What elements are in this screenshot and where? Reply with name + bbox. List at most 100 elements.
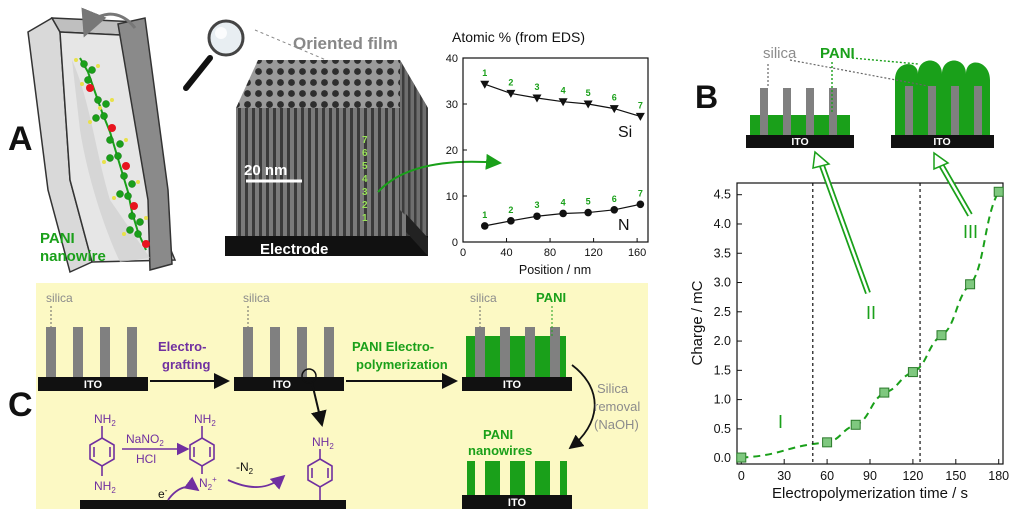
electrode-surface	[80, 500, 346, 509]
charge-y-tick-label: 1.5	[714, 363, 731, 377]
pore-tube-illustration	[27, 7, 177, 274]
charge-point	[936, 330, 947, 341]
electrode-stage-2	[234, 327, 344, 391]
eds-xlabel: Position / nm	[519, 263, 591, 277]
electron-label: e-	[158, 486, 168, 501]
charge-point	[822, 437, 833, 448]
electrode-stage-3	[462, 327, 572, 391]
region-label-ii: II	[866, 303, 876, 323]
svg-text:2: 2	[362, 200, 368, 211]
eds-y-tick-label: 20	[446, 145, 458, 157]
eds-point-number: 6	[612, 194, 617, 204]
eds-y-tick-label: 10	[446, 191, 458, 203]
eds-point-n	[507, 217, 515, 225]
eds-point-number: 2	[508, 77, 513, 87]
curved-arrow	[81, 7, 137, 38]
panel-letter-a: A	[8, 120, 33, 158]
electrode-schematic-full	[891, 60, 994, 148]
charge-x-tick-label: 90	[863, 469, 877, 483]
eds-point-n	[480, 222, 489, 230]
panel-letter-b: B	[695, 79, 718, 115]
eds-point-n	[559, 209, 567, 218]
panel-c: C ITO silica Electro- grafting ITO silic…	[8, 283, 648, 509]
charge-x-tick-label: 180	[988, 469, 1009, 483]
eds-point-n	[533, 212, 541, 221]
electrode-schematic-partial	[746, 88, 854, 148]
eds-point-n	[610, 206, 619, 214]
svg-text:7: 7	[362, 135, 368, 146]
ito-2-label: ITO	[273, 379, 292, 391]
n2-loss-label: -N2	[236, 460, 254, 476]
charge-point	[965, 279, 976, 290]
svg-text:3: 3	[362, 187, 368, 198]
charge-y-tick-label: 4.5	[714, 188, 731, 202]
grafted-phenyl-molecule	[307, 449, 333, 500]
silica-label-2: silica	[243, 291, 270, 305]
charge-x-tick-label: 120	[902, 469, 923, 483]
eds-x-tick-label: 40	[500, 247, 512, 259]
charge-x-tick-label: 150	[945, 469, 966, 483]
region-arrow-ii	[812, 150, 871, 295]
eds-point-number: 1	[482, 210, 487, 220]
eds-y-tick-label: 30	[446, 99, 458, 111]
ito-left-label: ITO	[791, 136, 808, 148]
nanowire-label: nanowire	[40, 248, 106, 265]
svg-text:5: 5	[362, 161, 368, 172]
diazonium-molecule	[189, 426, 215, 474]
oriented-film-block	[225, 60, 428, 256]
eds-link-arrow	[377, 153, 502, 193]
eds-y-tick-label: 0	[452, 237, 458, 249]
layer-numbers: 7 6 5 4 3 2 1	[362, 135, 368, 224]
pani-molecule	[74, 57, 150, 251]
eds-point-number: 5	[586, 197, 591, 207]
grafted-amine: NH2	[312, 435, 334, 451]
eds-point-si	[532, 94, 542, 103]
pani-label: PANI	[40, 230, 75, 247]
charge-point	[907, 367, 918, 378]
charge-point	[850, 419, 861, 430]
step-electropolymerization-1: PANI Electro-	[352, 339, 434, 354]
charge-x-tick-label: 0	[738, 469, 745, 483]
charge-y-tick-label: 4.0	[714, 217, 731, 231]
diazonium-group: N2+	[199, 475, 217, 492]
pani-label-b: PANI	[820, 45, 855, 62]
panel-a: A	[8, 7, 502, 274]
svg-text:4: 4	[362, 174, 368, 185]
eds-point-number: 3	[534, 200, 539, 210]
charge-y-tick-label: 1.0	[714, 393, 731, 407]
eds-point-number: 2	[508, 205, 513, 215]
panel-letter-c: C	[8, 386, 33, 424]
ito-1-label: ITO	[84, 379, 103, 391]
eds-point-si	[583, 100, 593, 109]
charge-x-tick-label: 30	[777, 469, 791, 483]
charge-y-tick-label: 0.5	[714, 422, 731, 436]
eds-point-number: 7	[638, 188, 643, 198]
eds-point-number: 1	[482, 68, 487, 78]
eds-chart: Atomic % (from EDS) 0 40 80 120 160 0 10 20 30 40…	[446, 29, 649, 277]
series-label-n: N	[618, 217, 630, 234]
silica-label-1: silica	[46, 291, 73, 305]
nanowires-label-1: PANI	[483, 427, 513, 442]
nanowires-label-2: nanowires	[468, 443, 532, 458]
eds-point-number: 6	[612, 93, 617, 103]
step-electrografting-1: Electro-	[158, 339, 206, 354]
diazonium-amine: NH2	[194, 412, 216, 428]
charge-x-tick-label: 60	[820, 469, 834, 483]
charge-y-tick-label: 2.5	[714, 305, 731, 319]
electron-arrow	[167, 476, 200, 501]
n2-loss-arrow	[227, 474, 286, 490]
panel-b: B ITO ITO silica PANI	[695, 45, 994, 148]
charge-point	[879, 387, 890, 398]
region-label-iii: III	[963, 222, 978, 242]
eds-point-number: 4	[561, 197, 566, 207]
eds-x-tick-label: 160	[628, 247, 646, 259]
step-electrografting-2: grafting	[162, 357, 210, 372]
silica-label-b: silica	[763, 45, 797, 62]
reagent-hcl: HCl	[136, 452, 156, 466]
amine-top: NH2	[94, 412, 116, 428]
eds-point-n	[636, 200, 645, 209]
aniline-amine-molecule	[89, 426, 115, 476]
charge-chart: 0 30 60 90 120 150 180 0.0 0.5 1.0 1.5 2.0 2.5 3.0 3.5…	[689, 150, 1009, 502]
pani-label-c: PANI	[536, 290, 566, 305]
